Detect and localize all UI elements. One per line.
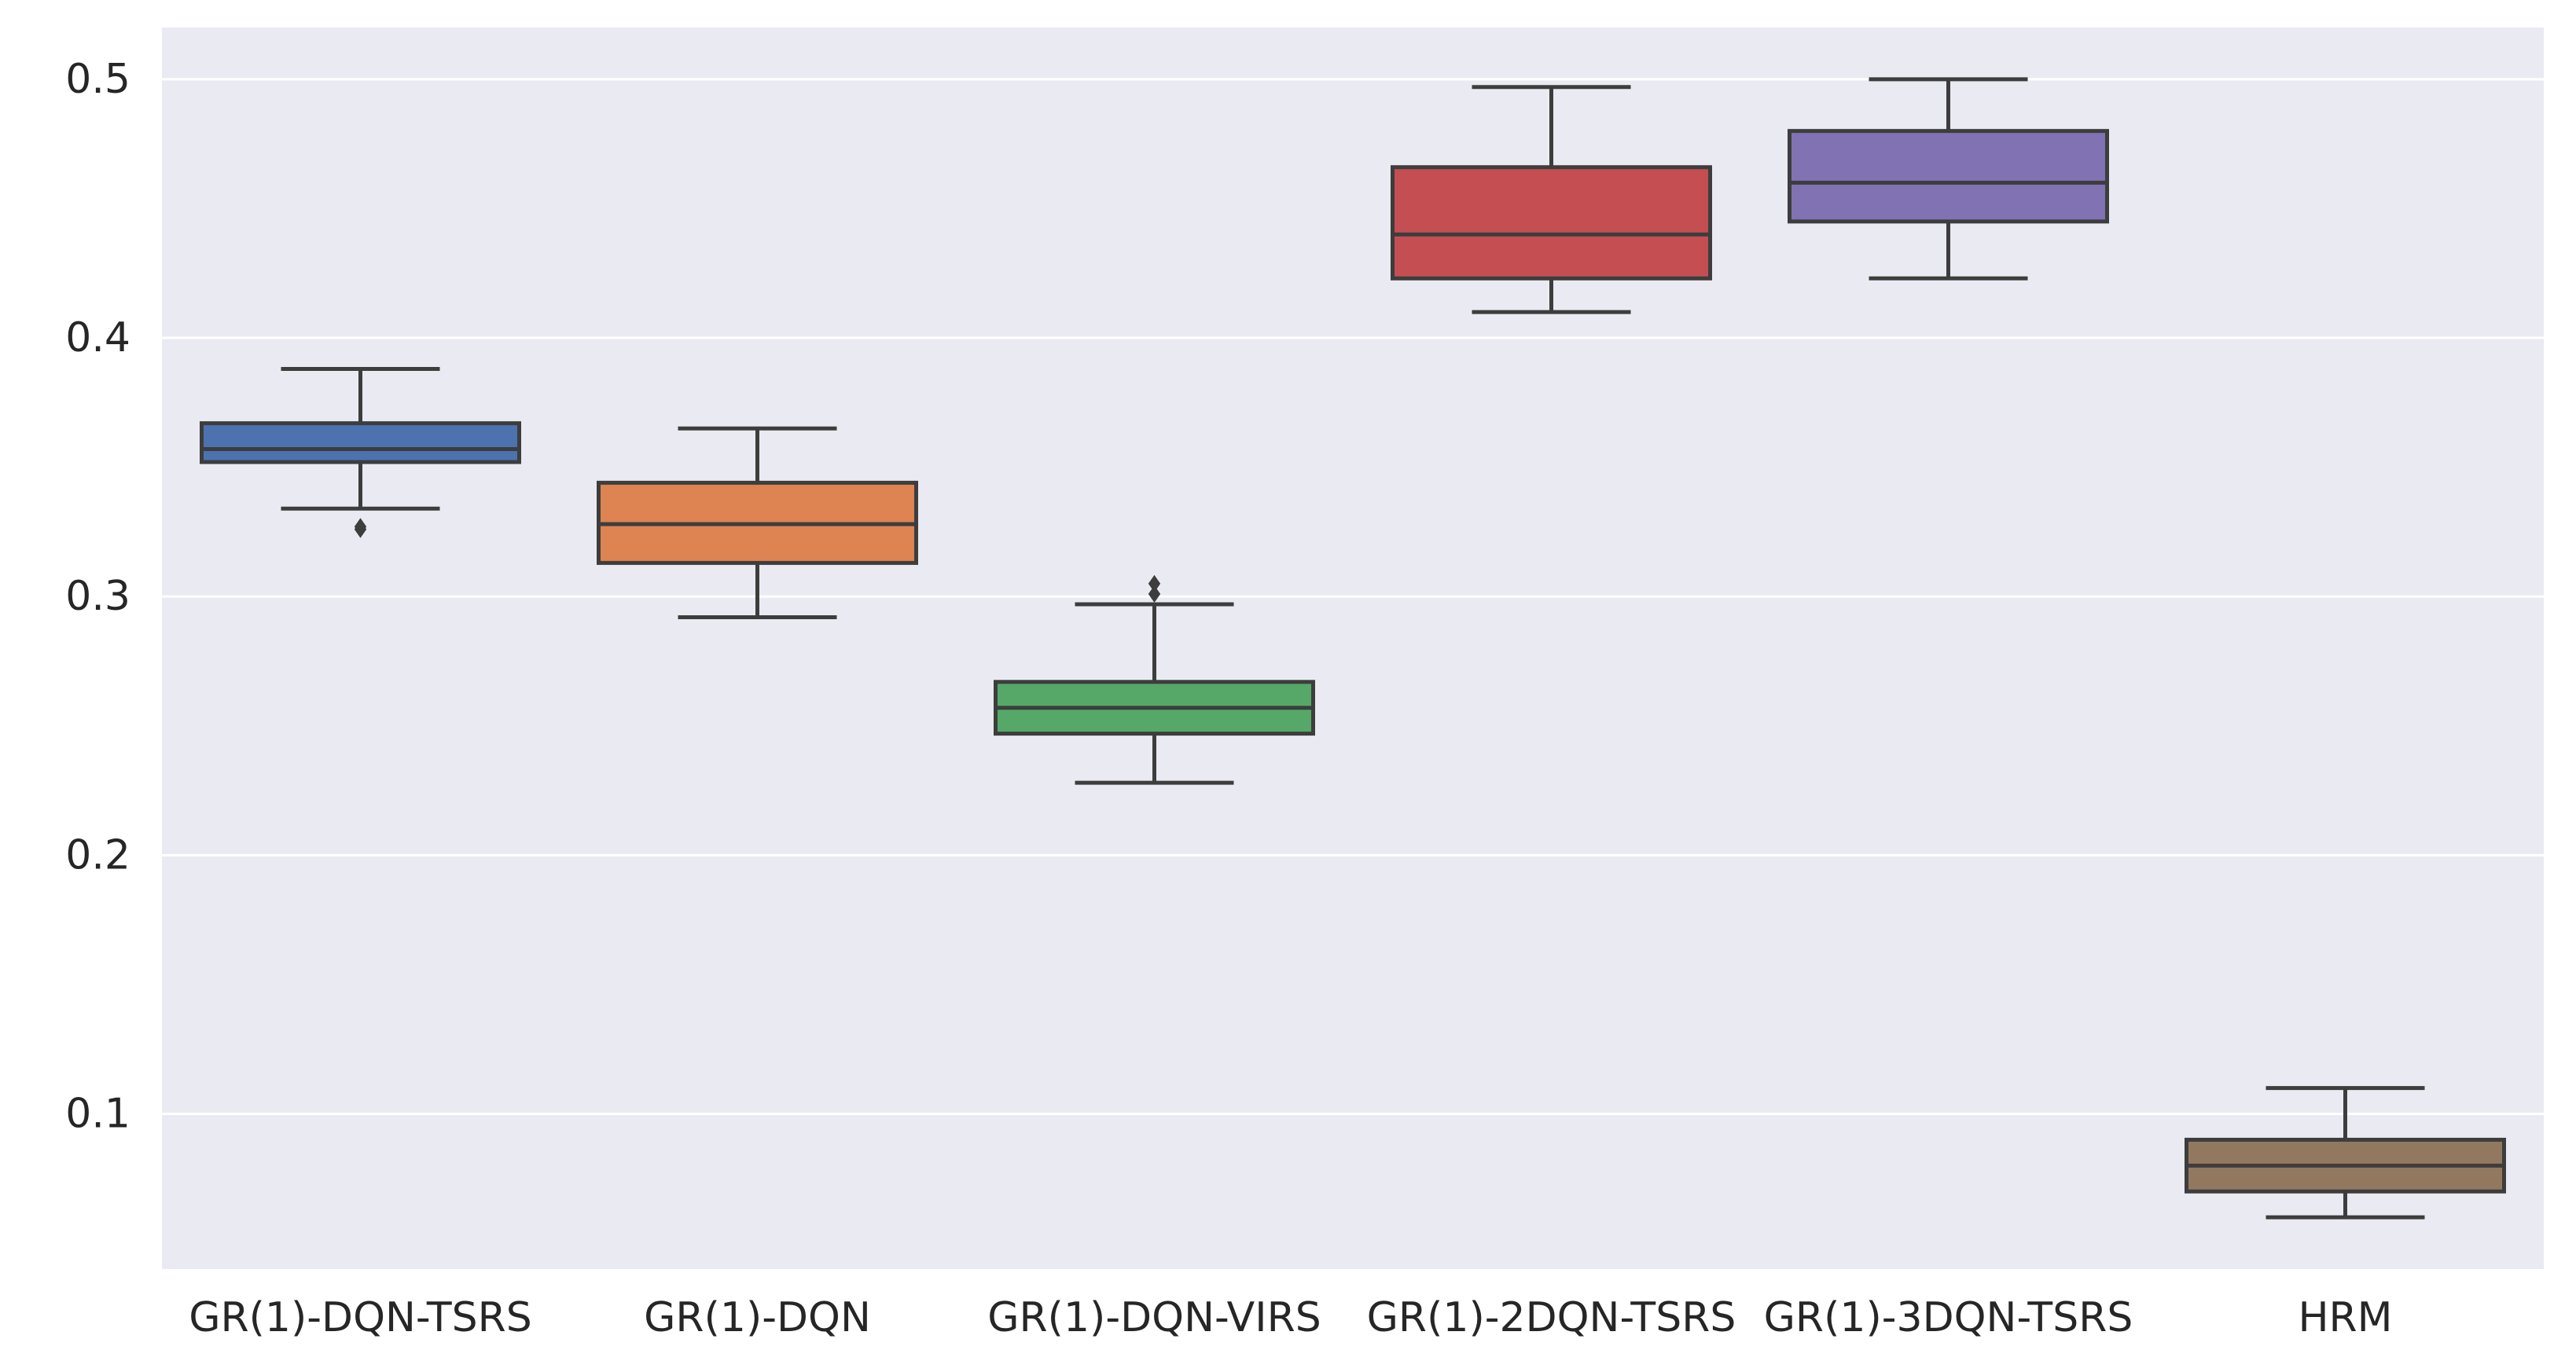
box-2	[994, 574, 1315, 785]
x-tick-label: HRM	[2298, 1294, 2392, 1341]
y-tick-label: 0.1	[65, 1091, 130, 1138]
x-tick-label: GR(1)-DQN-VIRS	[987, 1294, 1321, 1341]
box-0	[200, 367, 521, 538]
box-iqr	[1391, 165, 1712, 281]
y-tick-label: 0.3	[65, 573, 130, 620]
x-axis-ticks: GR(1)-DQN-TSRS GR(1)-DQN GR(1)-DQN-VIRS GR(…	[189, 1294, 2392, 1341]
y-tick-label: 0.5	[65, 56, 130, 103]
outlier-point	[1148, 574, 1161, 592]
x-tick-label: GR(1)-2DQN-TSRS	[1367, 1294, 1736, 1341]
y-axis-ticks: 0.1 0.2 0.3 0.4 0.5	[65, 56, 130, 1138]
box-iqr	[1788, 129, 2109, 224]
outlier-point	[1148, 585, 1161, 603]
y-tick-label: 0.2	[65, 831, 130, 879]
x-tick-label: GR(1)-3DQN-TSRS	[1764, 1294, 2133, 1341]
grid-lines	[162, 78, 2544, 1115]
boxes	[200, 77, 2506, 1220]
box-3	[1391, 85, 1712, 314]
outlier-point	[354, 520, 367, 538]
box-1	[597, 426, 918, 619]
plot-area	[162, 28, 2544, 1269]
x-tick-label: GR(1)-DQN	[644, 1294, 871, 1341]
box-iqr	[200, 421, 521, 464]
x-tick-label: GR(1)-DQN-TSRS	[189, 1294, 532, 1341]
box-5	[2185, 1086, 2506, 1220]
y-tick-label: 0.4	[65, 314, 130, 361]
box-4	[1788, 77, 2109, 281]
